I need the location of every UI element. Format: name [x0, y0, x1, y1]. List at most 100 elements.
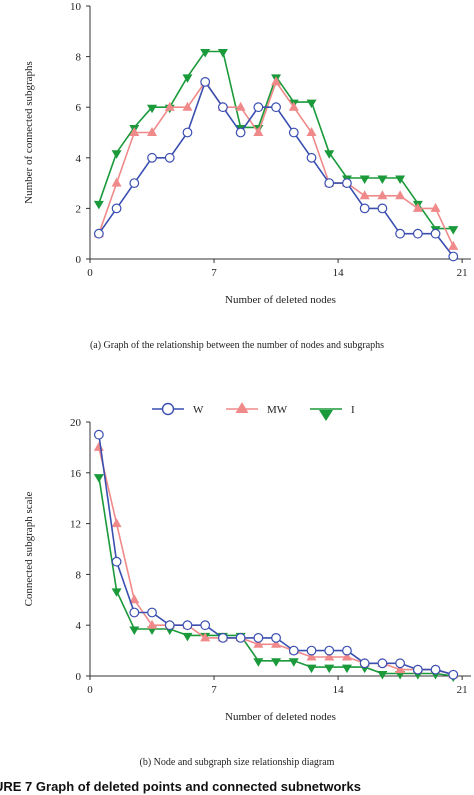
chartb-series-i-point	[377, 670, 388, 680]
chartb-series-mw-point	[306, 651, 317, 661]
figure-caption: URE 7 Graph of deleted points and connec…	[0, 779, 361, 794]
chartb-y-axis-label: Connected subgraph scale	[23, 491, 35, 606]
charta-series-mw-point	[288, 101, 299, 111]
chartb-series-mw-point	[395, 664, 406, 674]
charta-series-w-point	[342, 178, 352, 189]
charta-x-tick-label: 21	[457, 267, 468, 279]
charta-series-w-point	[377, 203, 388, 214]
chartb-series-w-point	[342, 645, 352, 656]
chartb-series-i-point	[182, 632, 193, 642]
charta-series-mw-point	[395, 190, 406, 200]
legend-mw-label: MW	[267, 404, 288, 416]
charta-y-tick-label: 10	[70, 1, 82, 13]
charta-series-w-point	[111, 203, 122, 214]
charta-series-mw-point	[412, 202, 423, 212]
charta-y-tick-label: 8	[76, 52, 82, 64]
chartb-series-i-point	[306, 664, 317, 674]
charta-y-tick-label: 0	[76, 254, 82, 266]
chartb-series-w-point	[235, 633, 246, 643]
chartb-series-w-point	[129, 607, 140, 618]
charta-x-tick-label: 7	[211, 267, 217, 279]
chartb-series-w-point	[253, 633, 264, 643]
chartb-series-w-point	[218, 633, 228, 643]
charta-series-w-point	[253, 102, 264, 113]
charta-series-w-point	[218, 102, 228, 113]
chartb-series-w-point	[200, 620, 211, 631]
chartb-series-i-point	[129, 626, 140, 636]
charta-series-mw-point	[377, 190, 388, 200]
charta-series-i-point	[448, 226, 459, 235]
legend: W MW I	[152, 402, 355, 421]
charta-series-w-point	[271, 102, 281, 113]
charta-series-mw-point	[430, 202, 441, 212]
chartb-series-w-point	[164, 620, 175, 631]
charta-series-w-point	[395, 228, 406, 239]
charta-series-mw-point	[253, 127, 264, 136]
legend-w-label: W	[193, 404, 204, 416]
charta-series-w-point	[147, 152, 157, 163]
charta-series-mw-point	[448, 240, 459, 250]
charta-series-w-point	[182, 127, 193, 138]
chartb-y-tick-label: 8	[76, 569, 82, 581]
charta-x-tick-label: 0	[87, 267, 93, 279]
charta-series-w-point	[164, 152, 175, 163]
charta-series-mw-point	[306, 127, 317, 136]
chartb-y-tick-label: 12	[70, 519, 81, 531]
charta-series-i-point	[111, 150, 122, 159]
chartb-y-tick-label: 16	[70, 468, 82, 480]
chartb-series-mw-point	[253, 638, 264, 648]
charta-series-w-point	[359, 203, 370, 214]
chartb-series-i-point	[324, 664, 335, 674]
chartb-series-w-point	[412, 664, 423, 675]
charta-x-tick-label: 14	[333, 267, 345, 279]
chartb-series-mw-point	[111, 518, 122, 528]
charta-series-mw-point	[271, 76, 282, 86]
charta-series-w-point	[129, 178, 140, 189]
chart-a-caption: (a) Graph of the relationship between th…	[90, 340, 384, 351]
chartb-series-mw-point	[341, 651, 352, 661]
charta-series-i-point	[359, 175, 370, 185]
chartb-series-i-point	[341, 664, 352, 674]
charta-series-mw-point	[111, 177, 122, 187]
charta-series-mw-point	[164, 101, 175, 111]
chartb-series-mw-point	[271, 638, 282, 648]
charta-series-w-point	[412, 228, 423, 239]
chartb-series-i-point	[111, 588, 122, 597]
chart-a: 0 2 4 6 8 10 0 7 14 21 Number of deleted nodes Numb…	[23, 1, 471, 306]
charta-series-i-point	[200, 49, 211, 58]
chartb-series-w-point	[111, 556, 122, 567]
legend-mw-marker	[235, 402, 249, 413]
chartb-series-w-point	[182, 620, 193, 631]
chartb-y-tick-label: 0	[76, 671, 82, 683]
chartb-series-mw-point	[129, 594, 140, 604]
chartb-series-w-point	[93, 429, 104, 440]
charta-series-i-point	[217, 49, 228, 58]
charta-series-w-point	[430, 228, 441, 239]
chartb-series-w-point	[377, 658, 388, 669]
chartb-series-w-point	[448, 669, 459, 680]
charta-series-w-point	[235, 127, 246, 138]
charta-series-w-point	[93, 228, 104, 239]
chartb-series-mw-point	[93, 441, 104, 451]
chartb-series-i-point	[253, 658, 264, 667]
charta-series-i-point	[324, 150, 335, 159]
chart-b-caption: (b) Node and subgraph size relationship …	[140, 757, 335, 768]
charta-series-i-point	[147, 104, 158, 114]
legend-i-label: I	[351, 404, 355, 416]
charta-series-mw-point	[182, 101, 193, 111]
chartb-series-w-point	[147, 607, 157, 618]
chartb-series-w-point	[271, 633, 281, 643]
charta-y-axis-label: Number of connected subgraphs	[23, 61, 35, 204]
chartb-x-tick-label: 14	[333, 684, 345, 696]
charta-series-mw-point	[129, 127, 140, 136]
chartb-series-mw-point	[147, 619, 158, 629]
charta-y-tick-label: 2	[76, 203, 82, 215]
chartb-x-axis-label: Number of deleted nodes	[225, 711, 336, 723]
legend-i-marker	[319, 410, 333, 421]
chartb-series-w-point	[430, 664, 441, 675]
charta-series-w-point	[448, 251, 459, 262]
chartb-series-w-point	[324, 645, 335, 656]
charta-series-i-point	[93, 200, 104, 210]
charta-series-i-point	[306, 99, 317, 109]
